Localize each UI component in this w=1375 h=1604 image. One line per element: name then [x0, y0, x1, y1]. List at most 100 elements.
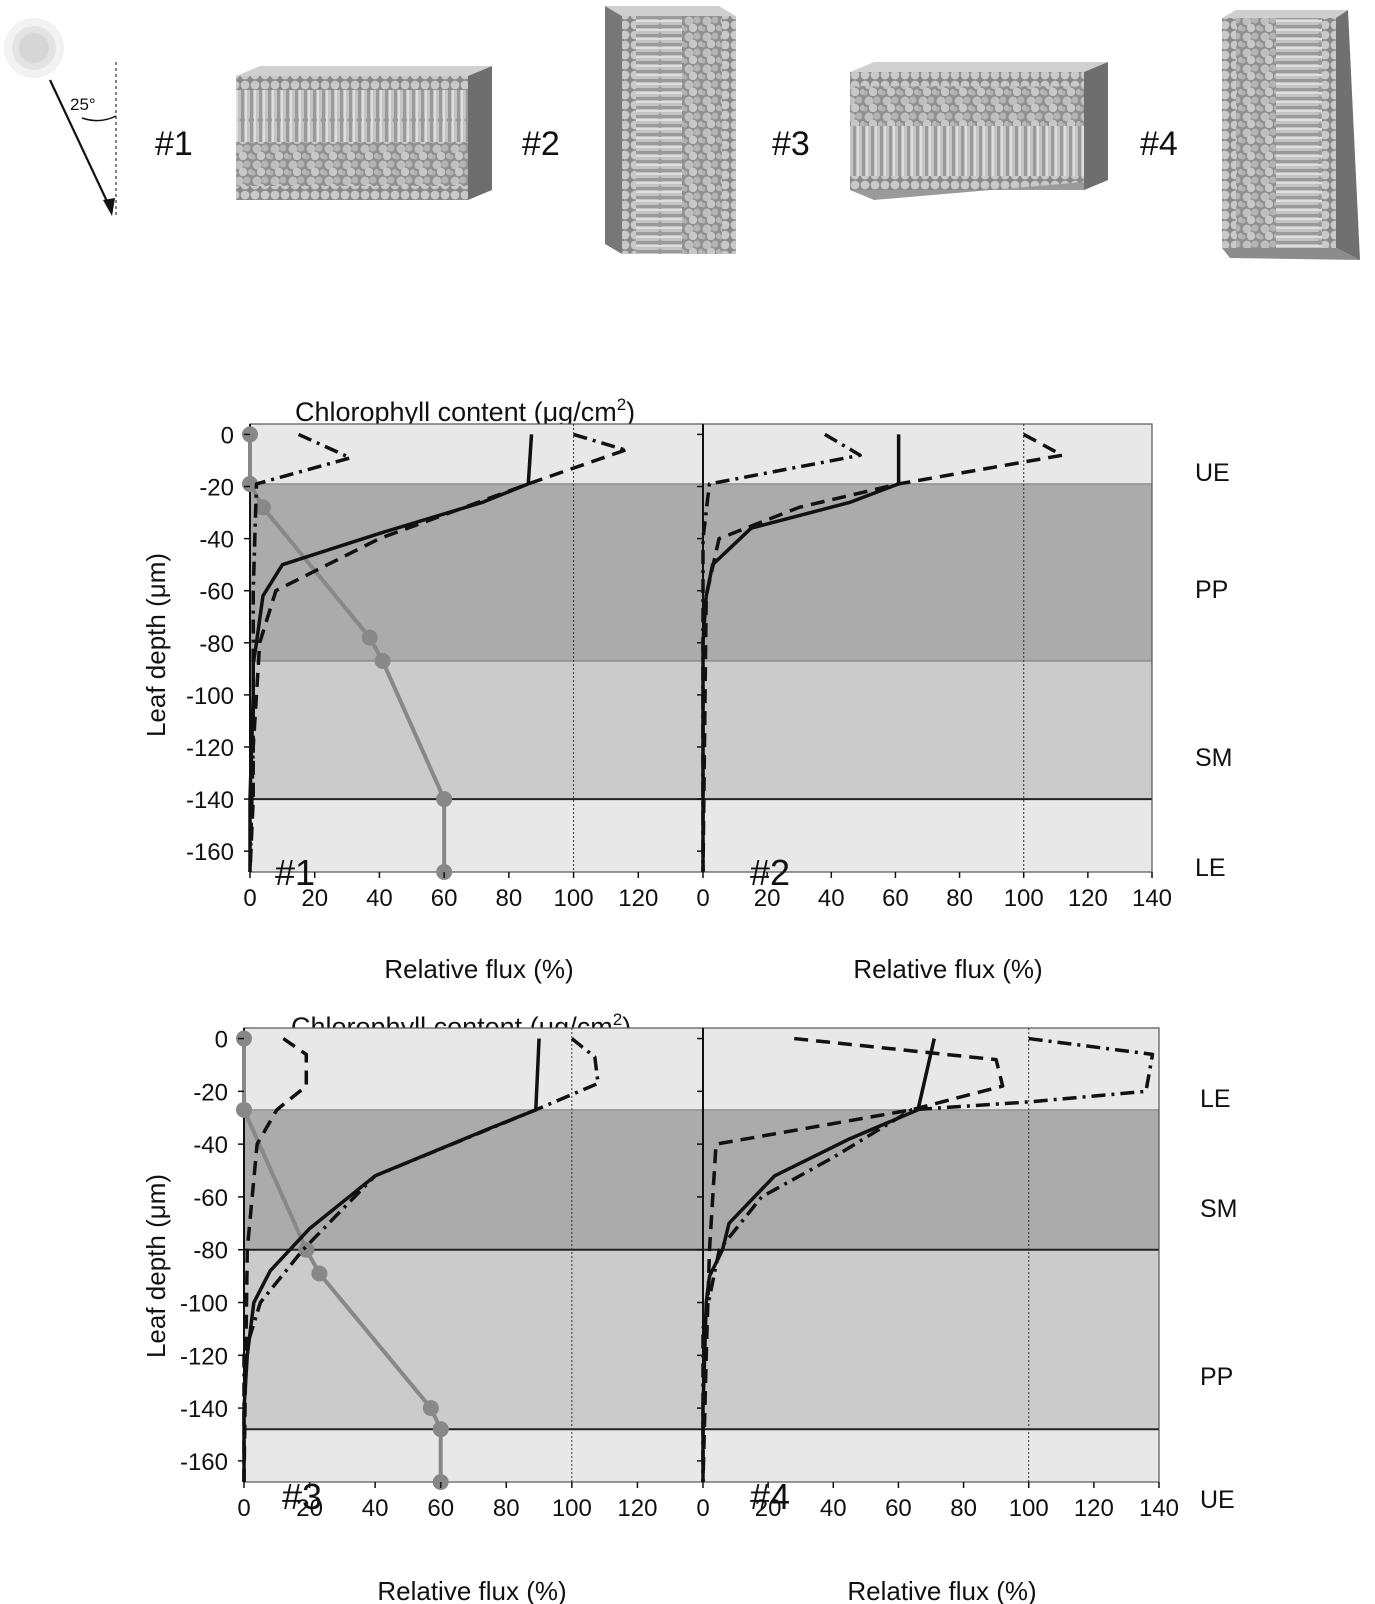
chart-a-panel-1-band-0 — [250, 424, 703, 484]
chart-a-panel-1-xtick-label-2: 40 — [366, 885, 393, 912]
chart-b-panel-4-bands — [702, 1027, 1160, 1483]
chart-b-panel-3-label: #3 — [282, 1476, 322, 1517]
chart-a-ylabel: Leaf depth (μm) — [141, 553, 171, 737]
chart-b-panel-3-xtick-label-3: 60 — [427, 1495, 454, 1522]
chart-a-panel-2-band-1 — [703, 483, 1152, 662]
chart-a-panel-1-series-dashed-2 — [248, 448, 626, 873]
chart-b-panel-3-xlabel: Relative flux (%) — [377, 1576, 566, 1604]
chart-a-panel-1-xtick-label-4: 80 — [496, 885, 523, 912]
chart-b-panel-3-xtick-label-2: 40 — [362, 1495, 389, 1522]
angle-label: 25° — [70, 95, 96, 114]
chart-b-panel-4-series — [701, 1036, 1155, 1483]
chart-a-panel-2: 0 20 40 60 80 100 120 140 #2 Relative flux (%) — [696, 423, 1172, 984]
chart-b-panel-3-ytick-label-2: -40 — [193, 1132, 228, 1159]
chart-a-panel-1-xtick-label-1: 20 — [301, 885, 328, 912]
chart-a-panel-2-series-dashed-1 — [701, 432, 1064, 873]
chart-a-panel-2-xtick-label-5: 100 — [1004, 885, 1044, 912]
chart-a-panel-1: 0 20 40 60 80 100 120 0 -20 -40 -60 -80 -100 -120 -14… — [186, 422, 704, 984]
chart-b-panel-3-ytick-label-6: -120 — [180, 1343, 228, 1370]
chart-b-panel-3-xticks: 0 20 40 60 80 100 120 — [237, 1482, 657, 1522]
chart-a-panel-1-band-1 — [250, 483, 703, 662]
chart-a-panel-1-xtick-label-6: 120 — [618, 885, 658, 912]
chart-a-panel-1-ytick-label-0: 0 — [221, 422, 234, 449]
chart-b-panel-3-chl-point-1 — [236, 1101, 252, 1118]
chart-a-panel-1-xticks: 0 20 40 60 80 100 120 — [243, 872, 658, 912]
chart-a-panel-2-series-solid-0 — [701, 434, 901, 872]
chart-b-panel-3-band-1 — [244, 1109, 703, 1250]
chart-a-panel-2-bands — [702, 423, 1153, 873]
chart-b-panel-4-xtick-label-2: 40 — [820, 1495, 847, 1522]
chart-a-panel-2-xtick-label-2: 40 — [818, 885, 845, 912]
chart-b-panel-3-ytick-label-7: -140 — [180, 1396, 228, 1423]
chart-a-panel-1-series-dashdot-4 — [573, 432, 626, 452]
chart-b-panel-4-series-dashdot-2 — [701, 1036, 1155, 1482]
chart-b-panel-4-band-0 — [703, 1028, 1159, 1110]
model-label-4: #4 — [1140, 125, 1178, 163]
chart-a-panel-2-xlabel: Relative flux (%) — [853, 954, 1042, 984]
chart-b-layer-label-2: PP — [1200, 1363, 1233, 1391]
chart-a-panel-1-label: #1 — [275, 852, 315, 893]
chart-b-panel-3-yticks: 0 -20 -40 -60 -80 -100 -120 -140 -160 — [180, 1027, 244, 1476]
chart-b-panel-4-yticks — [697, 1037, 703, 1462]
chart-b-panel-3-band-3 — [244, 1429, 703, 1482]
chart-b-panel-4-xlabel: Relative flux (%) — [847, 1576, 1036, 1604]
chart-a-panel-1-xtick-label-3: 60 — [431, 885, 458, 912]
chart-a-panel-1-ytick-label-4: -80 — [199, 631, 234, 658]
chart-b-panel-4-xtick-label-0: 0 — [696, 1495, 709, 1522]
chart-a-panel-1-band-3 — [250, 799, 703, 872]
chart-a-panel-1-bands — [249, 423, 704, 873]
chart-a-panel-2-band-3 — [703, 799, 1152, 872]
chart-b-panel-3-chl-point-3 — [311, 1265, 328, 1282]
chart-b-panel-4-band-3 — [703, 1429, 1159, 1482]
chart-b-panel-3-ytick-label-5: -100 — [180, 1291, 228, 1318]
chart-a-panel-1-xtick-label-0: 0 — [243, 885, 256, 912]
chart-a-panel-1-xlabel: Relative flux (%) — [384, 954, 573, 984]
chart-b-panel-3: 0 20 40 60 80 100 120 0 -20 -40 -60 -80 -100 -120 -14… — [180, 1027, 704, 1604]
chart-b-panel-3-chl-point-2 — [298, 1241, 315, 1258]
chart-a-panel-2-xtick-label-4: 80 — [946, 885, 973, 912]
chart-a-layer-label-1: PP — [1195, 576, 1228, 604]
leaf-model-4 — [1222, 10, 1360, 260]
chart-a-panel-1-ytick-label-5: -100 — [186, 683, 234, 710]
chart-b-panel-3-xtick-label-5: 100 — [552, 1495, 592, 1522]
chart-a-panel-1-chl-point-2 — [254, 499, 271, 516]
chart-b-panel-3-ytick-label-1: -20 — [193, 1079, 228, 1106]
chart-b-panel-3-chl-point-4 — [422, 1400, 439, 1417]
chart-a-panel-1-ytick-label-8: -160 — [186, 839, 234, 866]
chart-b-panel-3-series-dashed-2 — [242, 1037, 309, 1483]
chart-a-panel-1-ytick-label-1: -20 — [199, 475, 234, 502]
chart-a-layer-label-2: SM — [1195, 744, 1233, 772]
sun-icon — [4, 18, 64, 78]
chart-b-panel-3-band-0 — [244, 1028, 703, 1110]
chart-b-panel-4-band-1 — [703, 1109, 1159, 1250]
chart-b-panel-4-band-2 — [703, 1249, 1159, 1430]
chart-b-panel-3-ytick-label-0: 0 — [215, 1027, 228, 1054]
chart-b-layer-labels: LE SM PP UE — [1200, 1085, 1238, 1514]
chart-a-panel-2-band-2 — [703, 661, 1152, 800]
leaf-model-1 — [236, 66, 492, 200]
chart-b-panel-4-xticks: 0 20 40 60 80 100 120 140 — [696, 1482, 1179, 1522]
chart-a-panel-2-label: #2 — [750, 852, 790, 893]
chart-b-panel-4-xtick-label-3: 60 — [885, 1495, 912, 1522]
chart-b: Chlorophyll content (μg/cm2) Leaf depth … — [141, 1010, 1238, 1604]
chart-a-panel-1-chl-point-4 — [374, 653, 391, 670]
chart-a-panel-1-band-2 — [250, 661, 703, 800]
chart-a-panel-1-chl-point-1 — [242, 475, 258, 492]
chart-b-panel-4-label: #4 — [750, 1476, 790, 1517]
chart-b-panel-4-xtick-label-5: 100 — [1009, 1495, 1049, 1522]
chart-a-panel-2-xtick-label-1: 20 — [754, 885, 781, 912]
chart-b-panel-3-bands — [243, 1027, 704, 1483]
chart-a-panel-2-xtick-label-0: 0 — [696, 885, 709, 912]
chart-a-panel-2-xtick-label-3: 60 — [882, 885, 909, 912]
leaf-model-3 — [850, 62, 1108, 200]
chart-b-panel-3-xtick-label-6: 120 — [617, 1495, 657, 1522]
chart-b-ylabel: Leaf depth (μm) — [141, 1174, 171, 1358]
model-label-3: #3 — [772, 125, 810, 163]
chart-a-panel-2-series — [701, 432, 1064, 873]
chart-a-panel-2-yticks — [697, 433, 703, 852]
chart-a-panel-1-chl-point-5 — [436, 791, 453, 808]
chart-b-panel-4-series-dashed-1 — [701, 1036, 1005, 1483]
chart-b-panel-3-series — [236, 1030, 600, 1490]
chart-a-panel-1-ytick-label-2: -40 — [199, 527, 234, 554]
chart-b-panel-3-xtick-label-1: 20 — [296, 1495, 323, 1522]
